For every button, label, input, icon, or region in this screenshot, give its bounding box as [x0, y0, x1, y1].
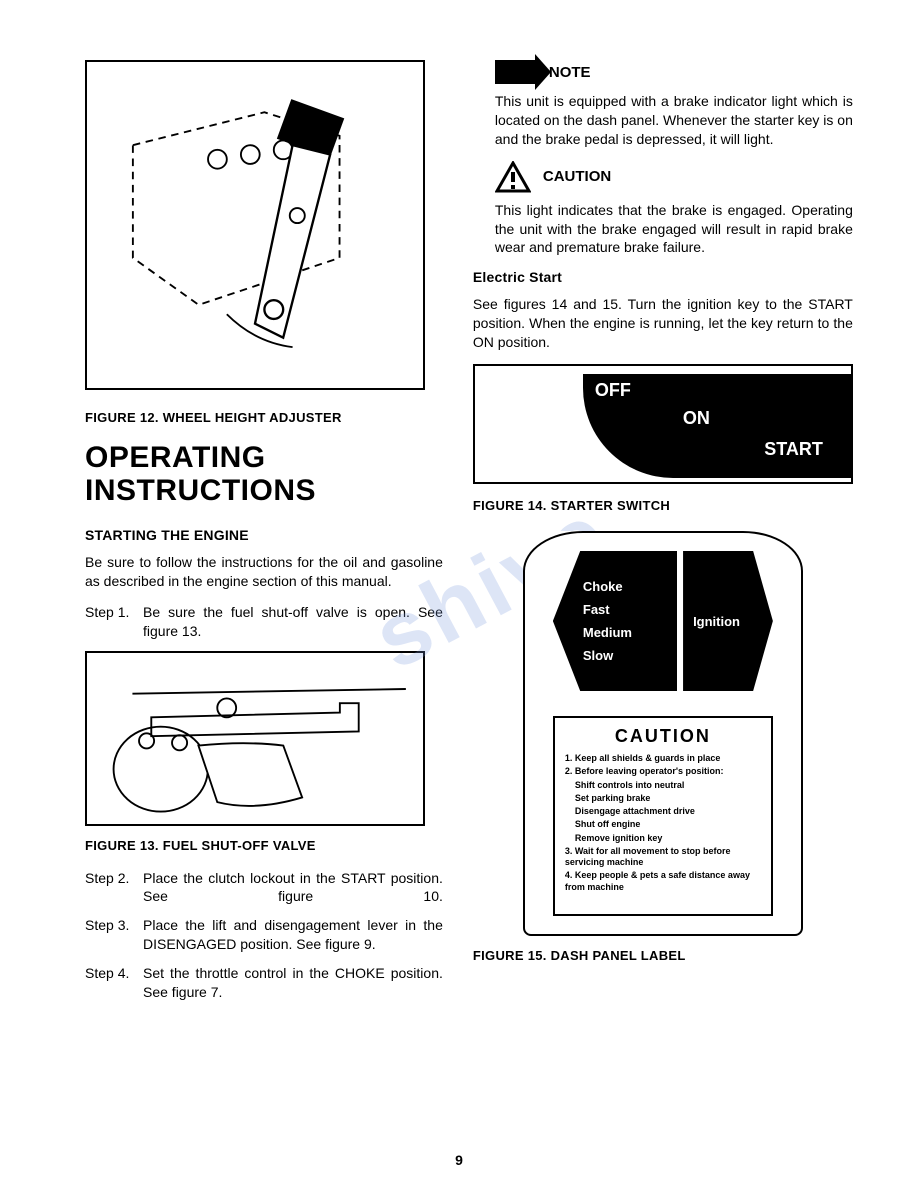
note-arrow-icon: [495, 60, 537, 84]
step-1-label: Step 1.: [85, 603, 143, 641]
figure-12-caption: FIGURE 12. WHEEL HEIGHT ADJUSTER: [85, 410, 443, 425]
figure-12-image: [85, 60, 425, 390]
dash-right-arrow: Ignition: [683, 551, 773, 691]
figure-14-image: OFF ON START: [473, 364, 853, 484]
figure-15-image: Choke Fast Medium Slow Ignition CAUTION …: [523, 531, 803, 936]
main-heading: OPERATING INSTRUCTIONS: [85, 441, 443, 507]
step-3-text: Place the lift and disengagement lever i…: [143, 916, 443, 954]
step-4-label: Step 4.: [85, 964, 143, 1002]
note-block: NOTE This unit is equipped with a brake …: [495, 60, 853, 257]
dash-left-arrow: Choke Fast Medium Slow: [553, 551, 677, 691]
dash-ignition: Ignition: [693, 614, 740, 629]
right-column: NOTE This unit is equipped with a brake …: [473, 60, 853, 1012]
figure-14-caption: FIGURE 14. STARTER SWITCH: [473, 498, 853, 513]
electric-heading: Electric Start: [473, 269, 853, 285]
step-1: Step 1. Be sure the fuel shut-off valve …: [85, 603, 443, 641]
step-4: Step 4. Set the throttle control in the …: [85, 964, 443, 1002]
dash-caution-panel: CAUTION 1. Keep all shields & guards in …: [553, 716, 773, 916]
page-content: FIGURE 12. WHEEL HEIGHT ADJUSTER OPERATI…: [85, 60, 863, 1012]
dash-medium: Medium: [583, 625, 669, 640]
step-3: Step 3. Place the lift and disengagement…: [85, 916, 443, 954]
dash-choke: Choke: [583, 579, 669, 594]
switch-on-label: ON: [683, 408, 710, 429]
caution-text: This light indicates that the brake is e…: [495, 201, 853, 258]
page-number: 9: [455, 1152, 463, 1168]
switch-start-label: START: [764, 439, 823, 460]
step-3-label: Step 3.: [85, 916, 143, 954]
caution-triangle-icon: [495, 161, 531, 193]
note-label: NOTE: [549, 64, 591, 81]
dash-caution-title: CAUTION: [565, 726, 761, 747]
intro-paragraph: Be sure to follow the instructions for t…: [85, 553, 443, 591]
step-2-text: Place the clutch lockout in the START po…: [143, 869, 443, 907]
figure-13-image: [85, 651, 425, 826]
step-1-text: Be sure the fuel shut-off valve is open.…: [143, 603, 443, 641]
step-2-label: Step 2.: [85, 869, 143, 907]
left-column: FIGURE 12. WHEEL HEIGHT ADJUSTER OPERATI…: [85, 60, 443, 1012]
switch-off-label: OFF: [595, 380, 631, 401]
dash-fast: Fast: [583, 602, 669, 617]
step-4-text: Set the throttle control in the CHOKE po…: [143, 964, 443, 1002]
starting-heading: STARTING THE ENGINE: [85, 527, 443, 543]
caution-label: CAUTION: [543, 168, 611, 185]
figure-13-caption: FIGURE 13. FUEL SHUT-OFF VALVE: [85, 838, 443, 853]
figure-15-caption: FIGURE 15. DASH PANEL LABEL: [473, 948, 853, 963]
electric-paragraph: See figures 14 and 15. Turn the ignition…: [473, 295, 853, 352]
dash-slow: Slow: [583, 648, 669, 663]
dash-caution-list: 1. Keep all shields & guards in place 2.…: [565, 753, 761, 893]
step-2: Step 2. Place the clutch lockout in the …: [85, 869, 443, 907]
note-text: This unit is equipped with a brake indic…: [495, 92, 853, 149]
